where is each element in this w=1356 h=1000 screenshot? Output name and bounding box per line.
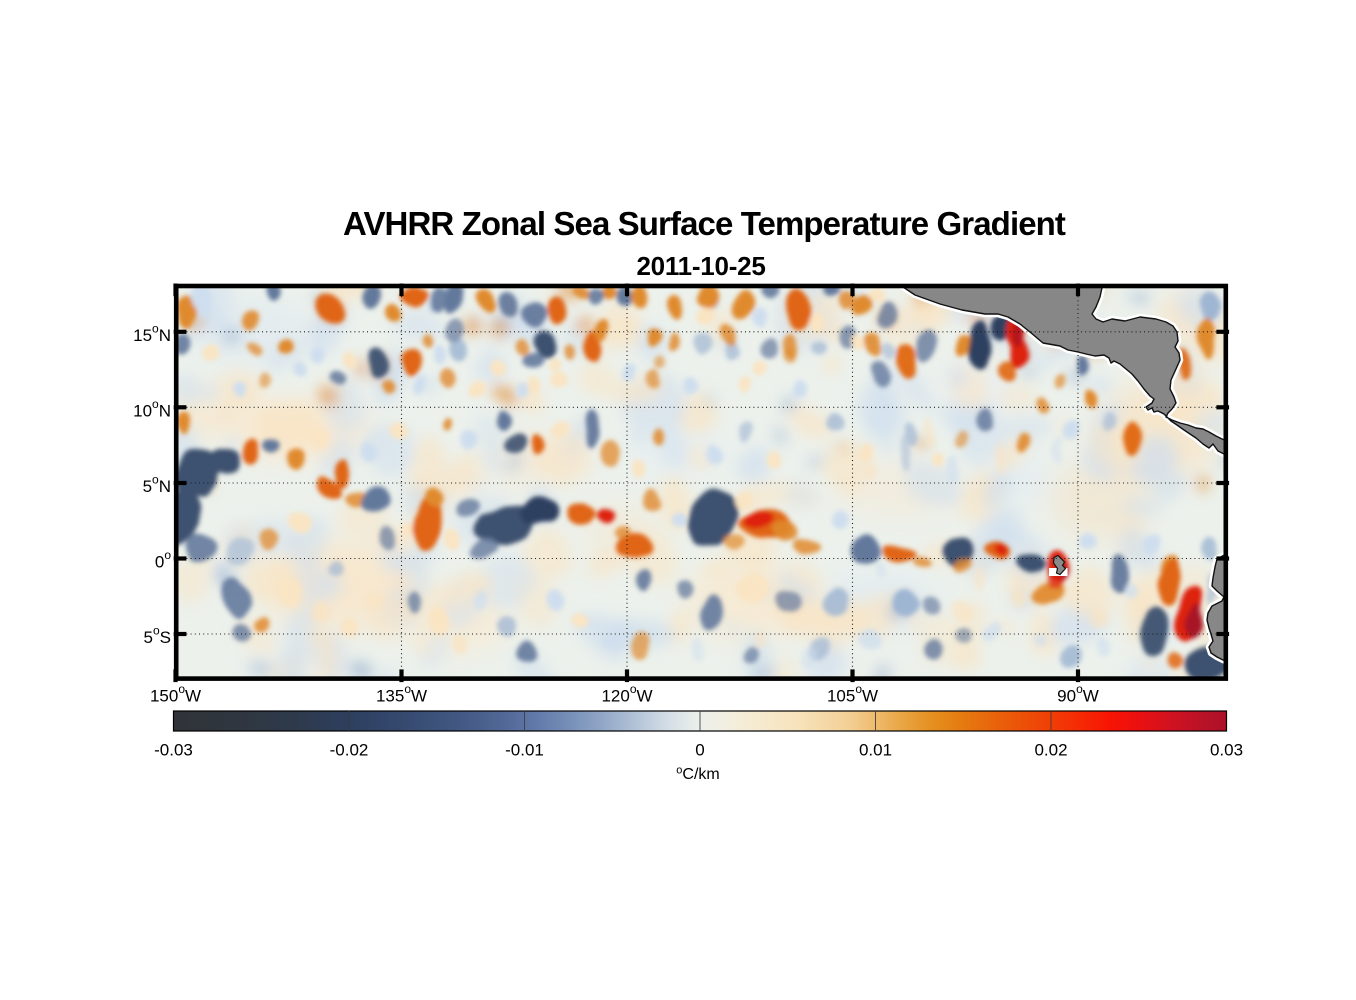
svg-text:AVHRR Zonal Sea Surface Temper: AVHRR Zonal Sea Surface Temperature Grad… bbox=[343, 205, 1066, 242]
svg-text:5oN: 5oN bbox=[143, 473, 171, 496]
svg-text:135oW: 135oW bbox=[376, 682, 427, 705]
svg-text:90oW: 90oW bbox=[1057, 682, 1099, 705]
svg-text:10oN: 10oN bbox=[133, 397, 171, 420]
svg-text:0.02: 0.02 bbox=[1034, 741, 1067, 760]
svg-text:0.03: 0.03 bbox=[1210, 741, 1243, 760]
svg-text:-0.01: -0.01 bbox=[505, 741, 544, 760]
svg-text:2011-10-25: 2011-10-25 bbox=[636, 251, 765, 281]
svg-text:5oS: 5oS bbox=[144, 624, 172, 647]
svg-text:0: 0 bbox=[695, 741, 704, 760]
svg-text:0.01: 0.01 bbox=[859, 741, 892, 760]
svg-text:105oW: 105oW bbox=[827, 682, 878, 705]
svg-text:-0.03: -0.03 bbox=[154, 741, 193, 760]
svg-text:oC/km: oC/km bbox=[676, 765, 719, 784]
svg-text:-0.02: -0.02 bbox=[330, 741, 369, 760]
svg-text:15oN: 15oN bbox=[133, 322, 171, 345]
svg-text:120oW: 120oW bbox=[601, 682, 652, 705]
svg-text:150oW: 150oW bbox=[150, 682, 201, 705]
svg-text:0o: 0o bbox=[155, 548, 171, 571]
